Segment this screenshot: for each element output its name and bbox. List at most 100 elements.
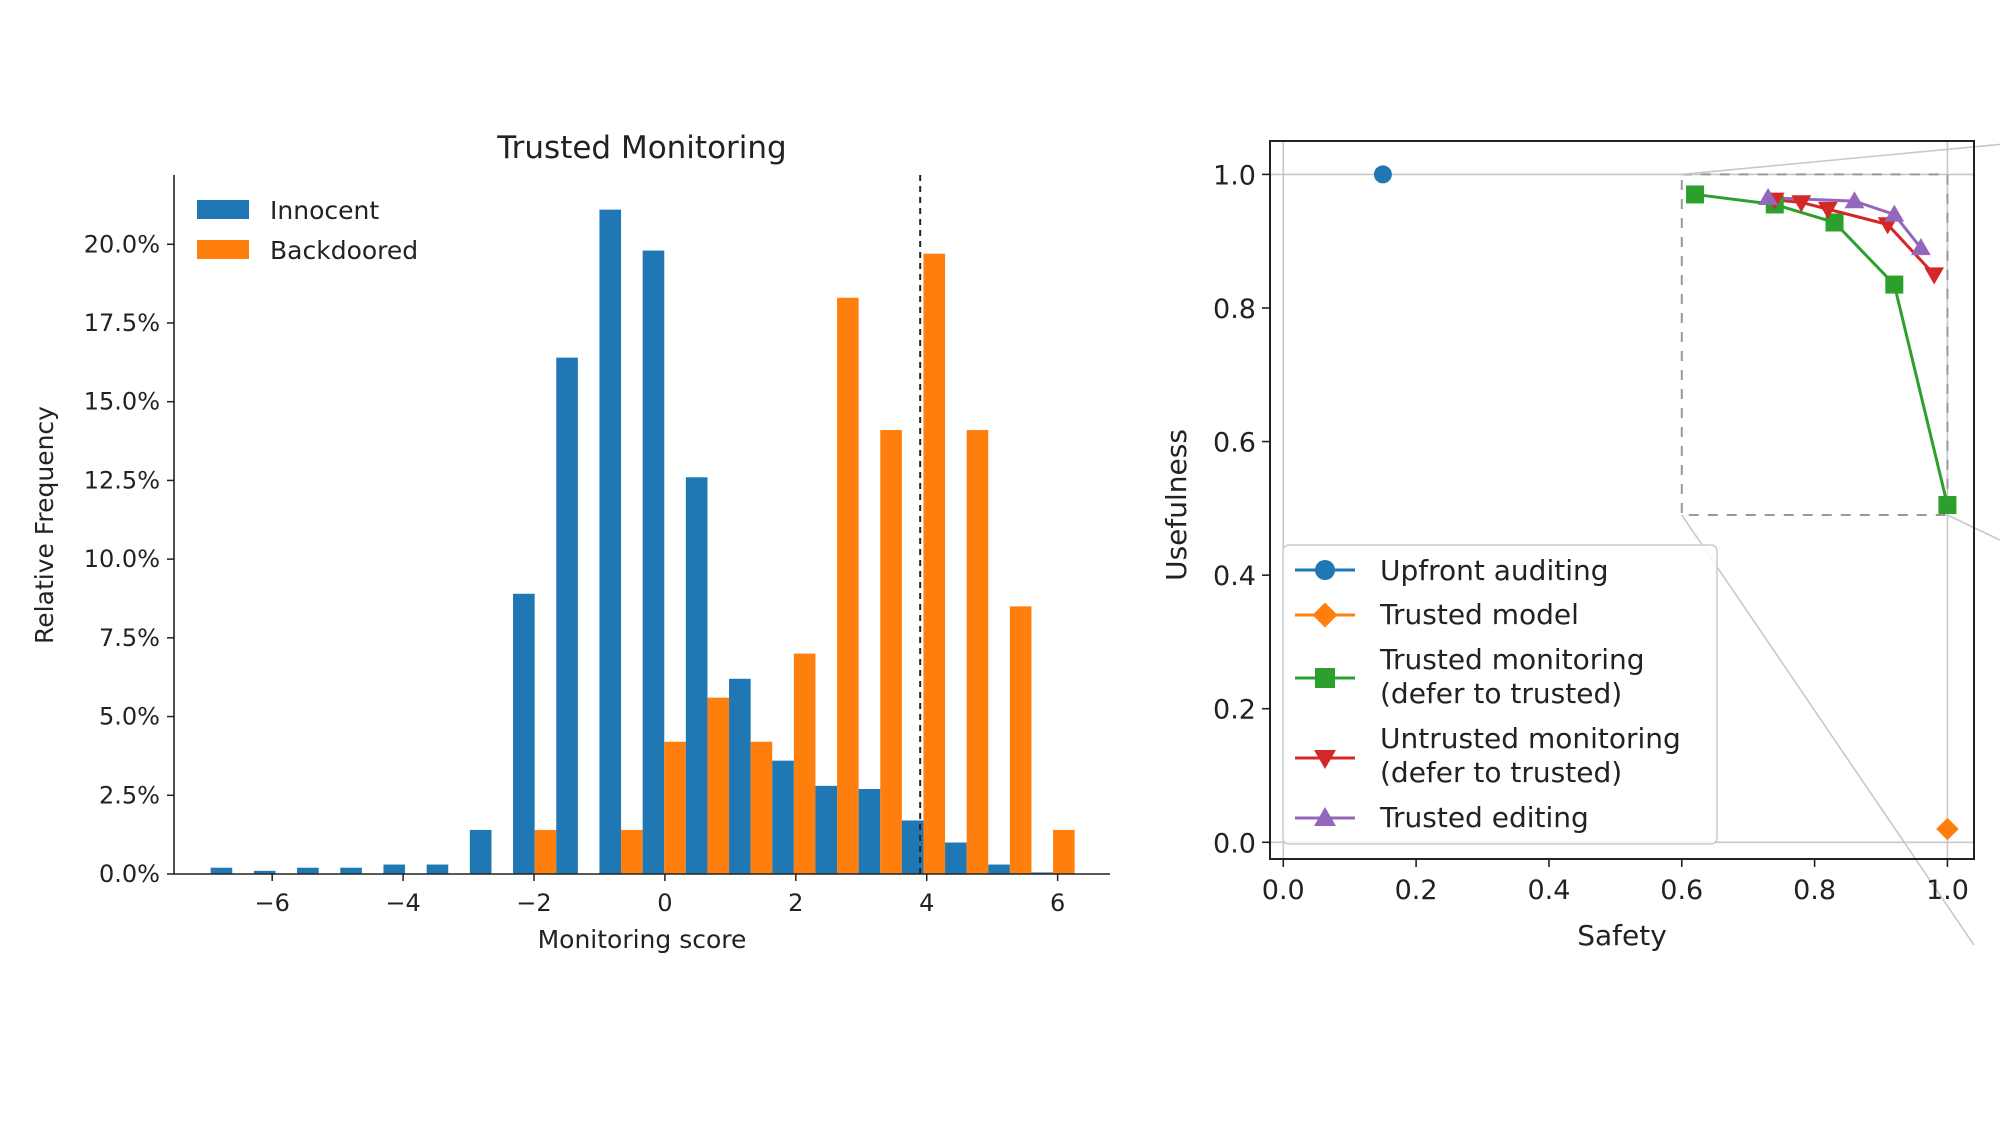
y-tick-label: 0.0: [1213, 828, 1256, 859]
x-tick-label: 0.8: [1793, 875, 1836, 906]
legend-label-trusted-editing: Trusted editing: [1379, 801, 1589, 834]
y-tick-label: 2.5%: [99, 781, 160, 809]
series-line-trusted-monitoring: [1694, 192, 1949, 506]
bar-backdoored: [837, 297, 859, 874]
point-untrusted-monitoring: [1791, 195, 1812, 213]
bar-innocent: [858, 788, 881, 874]
point-untrusted-monitoring: [1924, 267, 1945, 285]
series-markers: [1373, 165, 1959, 841]
x-tick-label: −6: [254, 889, 289, 917]
sv-x-label: Safety: [1577, 919, 1667, 952]
y-tick-label: 0.8: [1213, 294, 1256, 325]
legend-label-untrusted-monitoring-sub: (defer to trusted): [1380, 756, 1622, 789]
y-tick-label: 5.0%: [99, 703, 160, 731]
point-trusted-monitoring: [1686, 185, 1705, 204]
legend-label-innocent: Innocent: [270, 196, 379, 225]
zoom-connector: [1681, 514, 1975, 946]
hist-x-label: Monitoring score: [538, 925, 747, 954]
bar-backdoored: [793, 653, 816, 874]
sv-legend-box: [1282, 544, 1718, 845]
legend-label-upfront: Upfront auditing: [1380, 554, 1609, 587]
hist-y-ticks: 0.0% 2.5% 5.0% 7.5% 10.0% 12.5% 15.0% 17.5% 20.0…: [84, 230, 174, 888]
bar-innocent: [383, 864, 406, 874]
y-tick-label: 0.6: [1213, 428, 1256, 459]
bar-innocent: [729, 678, 751, 874]
x-tick-label: 2: [788, 889, 803, 917]
bar-innocent: [685, 477, 708, 874]
legend-marker-trusted-editing: [1314, 807, 1336, 826]
bar-innocent: [513, 593, 535, 874]
point-trusted-editing: [1910, 237, 1931, 256]
x-tick-label: −4: [385, 889, 420, 917]
legend-swatch-innocent: [197, 200, 249, 219]
x-tick-label: 0.6: [1660, 875, 1703, 906]
hist-y-label: Relative Frequency: [30, 406, 59, 644]
series-lines: [1694, 192, 1949, 506]
hist-legend: Innocent Backdoored: [197, 196, 418, 265]
bar-backdoored: [534, 829, 557, 874]
sv-legend: Upfront auditing Trusted model Trusted m…: [1282, 544, 1718, 845]
x-tick-label: 0.2: [1395, 875, 1438, 906]
bar-backdoored: [707, 697, 730, 874]
sv-plot-frame: [1269, 140, 1975, 860]
bar-backdoored: [880, 430, 902, 874]
x-tick-label: −2: [516, 889, 551, 917]
x-tick-label: 0.0: [1262, 875, 1305, 906]
bar-backdoored: [1009, 606, 1032, 874]
y-tick-label: 7.5%: [99, 624, 160, 652]
bar-backdoored: [621, 829, 643, 874]
x-tick-label: 0.4: [1527, 875, 1570, 906]
zoom-connector: [1681, 143, 2000, 176]
bar-backdoored: [966, 430, 989, 874]
bar-innocent: [988, 864, 1010, 874]
x-tick-label: 1.0: [1926, 875, 1969, 906]
bar-backdoored: [750, 741, 773, 874]
y-tick-label: 12.5%: [84, 466, 160, 494]
sv-y-label: Usefulness: [1160, 429, 1193, 581]
hist-x-ticks: −6 −4 −2 0 2 4 6: [254, 874, 1065, 917]
bar-backdoored: [923, 253, 946, 875]
bar-innocent: [642, 250, 665, 874]
legend-swatch-backdoored: [197, 240, 249, 259]
point-trusted-monitoring: [1825, 213, 1844, 232]
bar-backdoored: [1053, 829, 1075, 874]
sv-x-ticks: 0.0 0.2 0.4 0.6 0.8 1.0: [1262, 859, 1969, 906]
point-trusted-editing: [1844, 191, 1865, 209]
point-upfront-auditing: [1373, 165, 1392, 184]
x-tick-label: 0: [657, 889, 672, 917]
legend-marker-trusted-model: [1312, 602, 1338, 628]
histogram-bars: [210, 209, 1075, 875]
y-tick-label: 1.0: [1213, 160, 1256, 191]
bar-innocent: [815, 785, 838, 874]
hist-title: Trusted Monitoring: [496, 130, 786, 166]
point-trusted-model: [1936, 817, 1959, 841]
legend-label-backdoored: Backdoored: [270, 236, 418, 265]
bar-innocent: [469, 829, 492, 874]
point-trusted-monitoring: [1885, 275, 1904, 294]
bar-innocent: [599, 209, 622, 874]
bar-innocent: [426, 864, 449, 874]
point-trusted-monitoring: [1938, 496, 1957, 515]
series-line-trusted-editing: [1768, 196, 1923, 249]
bar-innocent: [297, 867, 319, 874]
sv-y-ticks: 0.0 0.2 0.4 0.6 0.8 1.0: [1213, 160, 1270, 859]
y-tick-label: 17.5%: [84, 309, 160, 337]
legend-marker-upfront-auditing: [1315, 560, 1335, 580]
legend-label-trusted-monitoring: Trusted monitoring: [1379, 643, 1645, 676]
legend-label-trusted-model: Trusted model: [1379, 598, 1579, 631]
legend-label-untrusted-monitoring: Untrusted monitoring: [1380, 722, 1681, 755]
legend-label-trusted-monitoring-sub: (defer to trusted): [1380, 677, 1622, 710]
y-tick-label: 0.2: [1213, 695, 1256, 726]
y-tick-label: 20.0%: [84, 230, 160, 258]
bar-innocent: [945, 842, 967, 874]
point-untrusted-monitoring: [1817, 201, 1838, 220]
bar-innocent: [253, 870, 276, 874]
bar-innocent: [556, 357, 578, 875]
histogram-chart: −6 −4 −2 0 2 4 6 0.0% 2.5% 5.0% 7.5% 10.0% 12.5% 15.…: [30, 130, 1110, 954]
point-trusted-editing: [1758, 187, 1779, 205]
safety-usefulness-chart: 0.0 0.2 0.4 0.6 0.8 1.0 0.0 0.2 0.4 0.6 0.8 1.0 Sa…: [1160, 140, 2000, 952]
y-tick-label: 0.0%: [99, 860, 160, 888]
x-tick-label: 6: [1050, 889, 1065, 917]
sv-legend-markers: [1295, 560, 1355, 826]
